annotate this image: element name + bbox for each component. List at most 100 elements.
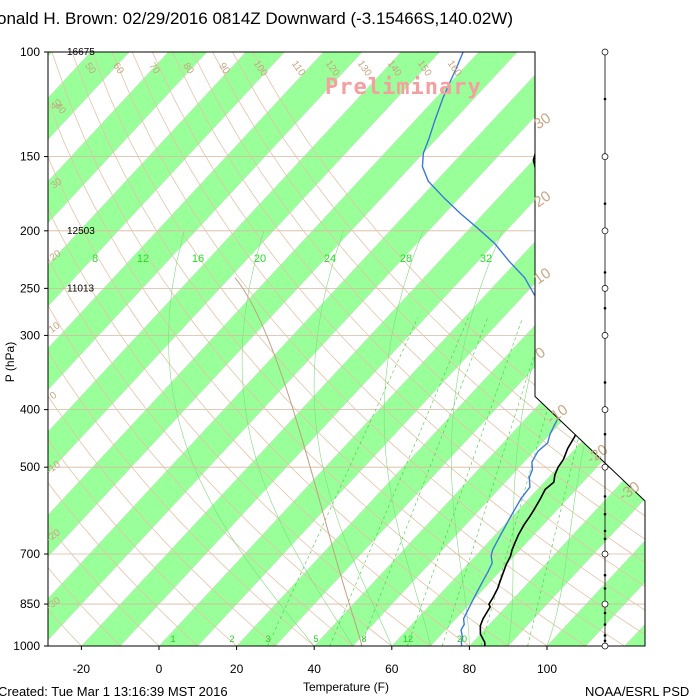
mixing-ratio-label: 12 (137, 253, 149, 265)
isotherm-band (48, 52, 363, 646)
dry-adiabat (48, 52, 160, 646)
dry-adiabat (48, 52, 393, 646)
theta-left-label: 0 (48, 390, 59, 402)
mixing-ratio-line (527, 317, 609, 646)
height-label: 16675 (67, 47, 95, 58)
moist-adiabat (383, 230, 431, 646)
isotherm-band (391, 52, 645, 646)
y-tick-label: 250 (20, 281, 40, 295)
wind-dot (603, 271, 607, 274)
dry-adiabat (48, 52, 509, 646)
y-tick-label: 1000 (13, 639, 40, 653)
wind-staff (601, 48, 609, 650)
y-tick-label: 200 (20, 224, 40, 238)
isotherm-line (48, 52, 169, 646)
dry-adiabat (48, 52, 121, 646)
mixing-ratio-line (267, 317, 419, 646)
isotherm-line (48, 52, 247, 646)
dry-adiabat (151, 52, 645, 646)
calm-wind-circle (601, 600, 609, 608)
dry-adiabat (71, 52, 587, 646)
parcel-line (234, 277, 363, 646)
calm-wind-circle (601, 285, 609, 292)
moist-adiabats (168, 230, 645, 646)
created-timestamp: Created: Tue Mar 1 13:16:39 MST 2016 (0, 684, 228, 699)
parcel-trace (234, 277, 363, 646)
isotherm-line (48, 52, 402, 646)
credit-label: NOAA/ESRL PSD (585, 684, 689, 699)
y-tick-label: 500 (20, 460, 40, 474)
wind-dot (603, 573, 607, 577)
moist-adiabat (241, 230, 354, 646)
theta-e-label: 20 (531, 188, 554, 211)
isotherm-band (48, 52, 518, 646)
preliminary-watermark: Preliminary (325, 75, 482, 100)
moist-adiabat (168, 230, 315, 646)
wind-dot (603, 529, 607, 533)
x-tick-label: 20 (230, 662, 244, 676)
wind-dot (603, 306, 607, 310)
wind-dot (603, 639, 607, 643)
dry-adiabat (111, 52, 645, 646)
isotherm-band (236, 52, 645, 646)
isotherm-line (197, 52, 645, 646)
mixing-ratio-label: 20 (254, 253, 266, 265)
isotherm-line (430, 52, 645, 646)
y-axis-title: P (hPa) (3, 342, 17, 382)
y-tick-label: 150 (20, 150, 40, 164)
mixing-ratio-label: 28 (400, 253, 412, 265)
isotherm-line (48, 52, 557, 646)
mixing-ratio-bottom-label: 20 (457, 634, 467, 644)
calm-wind-circle (601, 48, 609, 56)
dry-adiabat (48, 52, 470, 646)
mixing-ratio-bottom-label: 1 (170, 634, 175, 644)
chart-title: onald H. Brown: 02/29/2016 0814Z Downwar… (0, 9, 513, 28)
wind-dot (603, 537, 607, 541)
x-tick-label: 60 (385, 662, 399, 676)
mixing-ratio-line (360, 317, 488, 646)
dry-adiabat (48, 52, 315, 646)
calm-wind-circle (601, 153, 609, 160)
height-label: 12503 (67, 226, 95, 237)
mixing-ratio-label: 24 (324, 253, 336, 265)
wind-dot (603, 587, 607, 590)
dry-adiabat (212, 52, 645, 646)
isotherm-band (48, 52, 440, 646)
isotherm-lines (48, 52, 700, 646)
isotherm-line (48, 52, 441, 646)
dewpoint-line (421, 52, 583, 646)
x-tick-label: 40 (308, 662, 322, 676)
mixing-ratio-bottom-label: 5 (313, 634, 318, 644)
x-tick-label: 80 (463, 662, 477, 676)
x-axis-title: Temperature (F) (303, 680, 389, 694)
calm-wind-circle (601, 642, 609, 650)
y-tick-label: 400 (20, 403, 40, 417)
isotherm-line (469, 52, 645, 646)
wind-dot (603, 202, 607, 205)
x-tick-label: -20 (73, 662, 91, 676)
x-tick-label: 0 (156, 662, 163, 676)
y-tick-label: 850 (20, 597, 40, 611)
isotherm-band (81, 52, 645, 646)
isotherm-line (508, 52, 645, 646)
wind-dot (603, 623, 607, 626)
dry-adiabat (48, 52, 276, 646)
theta-e-label: 30 (531, 110, 554, 133)
mixing-ratio-label: 16 (192, 253, 204, 265)
calm-wind-circle (601, 463, 609, 471)
wind-dot (603, 634, 607, 637)
dry-adiabat (192, 52, 645, 646)
y-tick-label: 300 (20, 328, 40, 342)
isotherm-line (48, 52, 285, 646)
isotherm-band (469, 52, 645, 646)
theta-e-label: 10 (531, 265, 554, 288)
isotherm-band (48, 52, 285, 646)
dry-adiabat (252, 52, 645, 646)
wind-dot (603, 432, 607, 436)
mixing-ratio-line (407, 317, 523, 646)
isotherm-line (48, 52, 208, 646)
calm-wind-circle (601, 406, 609, 413)
isotherm-line (663, 52, 700, 646)
